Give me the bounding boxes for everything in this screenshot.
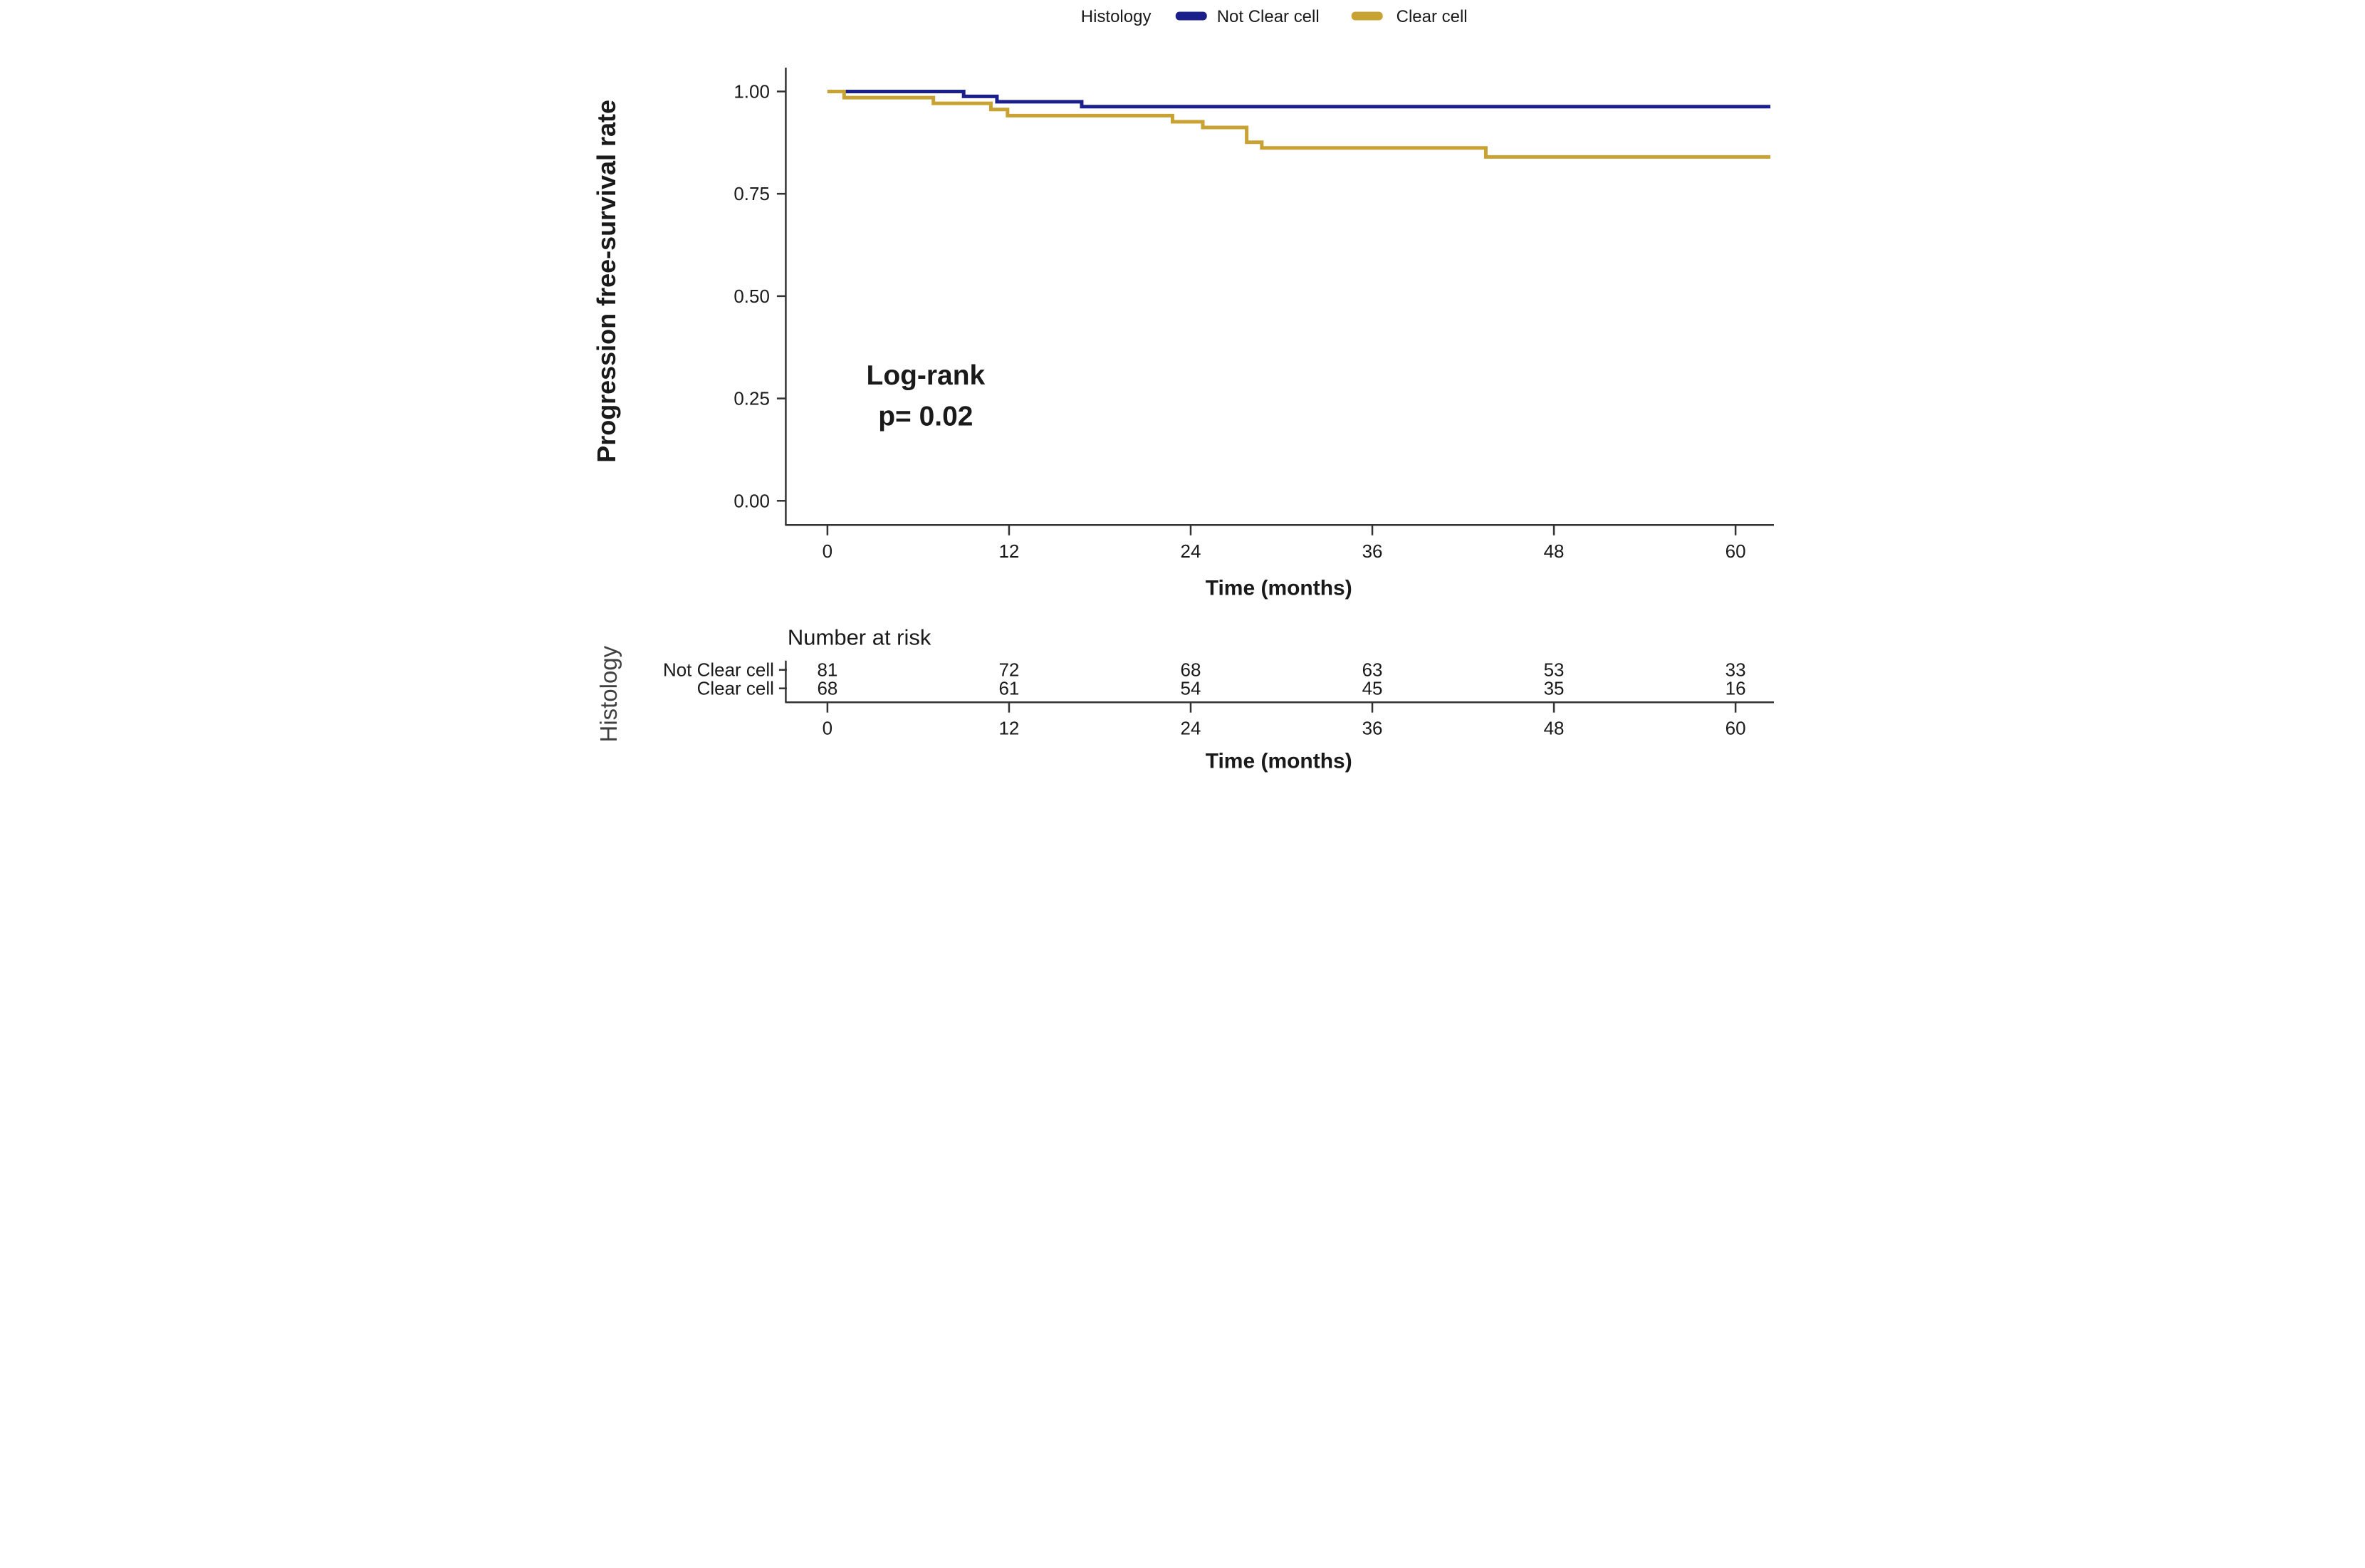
risk-row-label-clear-cell: Clear cell — [696, 678, 773, 699]
risk-x-tick-label: 24 — [1180, 718, 1201, 739]
risk-value: 63 — [1362, 659, 1382, 681]
legend-label-not-clear-cell: Not Clear cell — [1216, 7, 1319, 26]
risk-rows: Not Clear cell 81 72 68 63 53 33 Clear cell 68 61… — [662, 659, 1745, 699]
risk-value: 68 — [817, 678, 837, 699]
risk-x-tick-label: 0 — [822, 718, 832, 739]
risk-x-tick-label: 36 — [1362, 718, 1382, 739]
y-tick-label: 0.50 — [733, 286, 770, 307]
y-tick-labels: 1.00 0.75 0.50 0.25 0.00 — [733, 80, 785, 511]
x-tick-labels: 0 12 24 36 48 60 — [822, 526, 1745, 562]
x-tick-label: 12 — [998, 540, 1019, 562]
km-svg: Histology Not Clear cell Clear cell Prog… — [591, 0, 1774, 784]
risk-x-axis-title: Time (months) — [1205, 750, 1352, 773]
risk-value: 72 — [998, 659, 1019, 681]
x-tick-label: 0 — [822, 540, 832, 562]
y-tick-label: 0.75 — [733, 183, 770, 204]
risk-value: 53 — [1543, 659, 1564, 681]
logrank-line2: p= 0.02 — [878, 401, 973, 432]
risk-value: 35 — [1543, 678, 1564, 699]
main-axes — [784, 67, 1774, 526]
risk-x-tick-label: 48 — [1543, 718, 1564, 739]
x-tick-label: 36 — [1362, 540, 1382, 562]
risk-value: 61 — [998, 678, 1019, 699]
risk-table-title: Number at risk — [787, 625, 931, 650]
y-tick-label: 0.00 — [733, 490, 770, 511]
logrank-annotation: Log-rank p= 0.02 — [866, 360, 985, 432]
km-figure: Histology Not Clear cell Clear cell Prog… — [591, 0, 1774, 784]
legend: Histology Not Clear cell Clear cell — [1080, 7, 1467, 26]
risk-axes — [784, 660, 1774, 704]
risk-value: 54 — [1180, 678, 1201, 699]
logrank-line1: Log-rank — [866, 360, 985, 391]
km-curve-not-clear-cell — [827, 89, 1770, 109]
y-tick-label: 0.25 — [733, 388, 770, 409]
risk-value: 16 — [1725, 678, 1745, 699]
risk-table-axis-label: Histology — [595, 645, 621, 742]
x-axis-title: Time (months) — [1205, 577, 1352, 600]
legend-key-not-clear-cell — [1175, 11, 1207, 21]
x-tick-label: 24 — [1180, 540, 1201, 562]
x-tick-label: 60 — [1725, 540, 1745, 562]
risk-table: Number at risk Histology Not Clear cell 8… — [595, 625, 1774, 773]
risk-value: 68 — [1180, 659, 1201, 681]
main-plot: 1.00 0.75 0.50 0.25 0.00 0 12 24 36 48 60 — [733, 67, 1774, 562]
legend-title: Histology — [1080, 7, 1151, 26]
survival-curves — [827, 89, 1770, 159]
legend-label-clear-cell: Clear cell — [1396, 7, 1467, 26]
y-axis-title: Progression free-survival rate — [592, 100, 621, 463]
x-tick-label: 48 — [1543, 540, 1564, 562]
risk-x-tick-labels: 0 12 24 36 48 60 — [822, 703, 1745, 739]
risk-x-tick-label: 12 — [998, 718, 1019, 739]
km-curve-clear-cell — [827, 89, 1770, 159]
risk-value: 81 — [817, 659, 837, 681]
risk-row-label-not-clear-cell: Not Clear cell — [662, 659, 773, 681]
risk-value: 45 — [1362, 678, 1382, 699]
risk-value: 33 — [1725, 659, 1745, 681]
risk-x-tick-label: 60 — [1725, 718, 1745, 739]
legend-key-clear-cell — [1351, 11, 1383, 21]
y-tick-label: 1.00 — [733, 80, 770, 102]
